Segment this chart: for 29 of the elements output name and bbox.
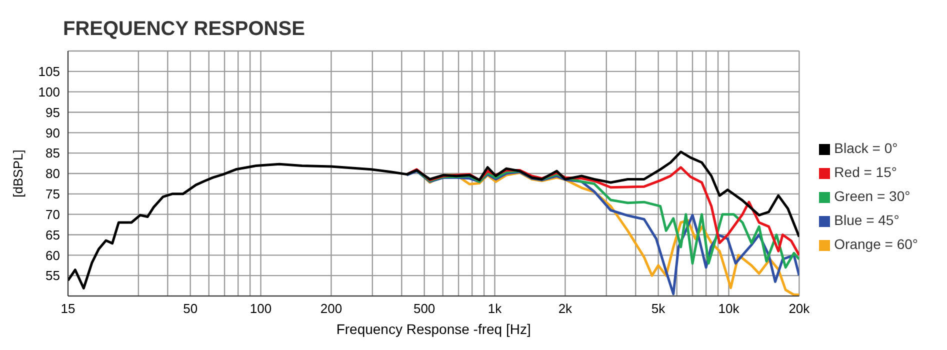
y-tick-label: 75 [46,186,60,202]
y-tick-label: 55 [46,268,60,284]
x-tick-label: 200 [320,301,342,316]
y-tick-label: 80 [46,166,60,182]
x-tick-label: 5k [651,301,666,316]
x-tick-label: 100 [250,301,272,316]
y-axis-title: [dBSPL] [10,150,26,198]
legend-label: Orange = 60° [834,236,918,252]
legend-label: Red = 15° [834,164,897,180]
x-tick-label: 20k [788,301,810,316]
y-tick-label: 100 [38,84,60,100]
x-tick-label: 15 [60,301,76,316]
legend-label: Blue = 45° [834,212,900,228]
y-tick-label: 65 [46,227,60,242]
legend-label: Black = 0° [834,140,898,156]
chart-title: FREQUENCY RESPONSE [62,17,306,42]
y-tick-label: 95 [46,104,60,120]
y-tick-label: 90 [46,125,60,140]
legend-label: Green = 30° [834,188,910,204]
y-tick-label: 85 [46,146,60,161]
x-tick-label: 2k [558,301,573,316]
y-tick-label: 105 [38,64,60,80]
x-tick-label: 1k [488,301,502,316]
x-tick-label: 10k [718,301,740,316]
x-axis-title: Frequency Response -freq [Hz] [336,321,531,337]
x-tick-label: 500 [413,301,436,316]
y-tick-label: 70 [46,206,60,222]
y-tick-label: 60 [46,248,60,263]
x-tick-label: 50 [183,301,198,316]
